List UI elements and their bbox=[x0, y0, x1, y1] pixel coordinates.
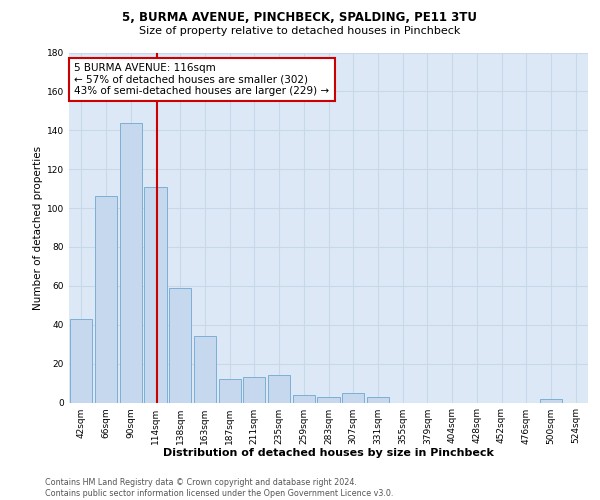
X-axis label: Distribution of detached houses by size in Pinchbeck: Distribution of detached houses by size … bbox=[163, 448, 494, 458]
Bar bbox=[342, 393, 364, 402]
Bar bbox=[218, 379, 241, 402]
Bar bbox=[540, 398, 562, 402]
Text: 5 BURMA AVENUE: 116sqm
← 57% of detached houses are smaller (302)
43% of semi-de: 5 BURMA AVENUE: 116sqm ← 57% of detached… bbox=[74, 63, 329, 96]
Bar bbox=[169, 288, 191, 403]
Bar bbox=[95, 196, 117, 402]
Bar bbox=[243, 377, 265, 402]
Bar bbox=[70, 319, 92, 402]
Text: Size of property relative to detached houses in Pinchbeck: Size of property relative to detached ho… bbox=[139, 26, 461, 36]
Bar bbox=[317, 396, 340, 402]
Bar bbox=[194, 336, 216, 402]
Bar bbox=[145, 186, 167, 402]
Bar bbox=[119, 122, 142, 402]
Y-axis label: Number of detached properties: Number of detached properties bbox=[33, 146, 43, 310]
Text: Contains HM Land Registry data © Crown copyright and database right 2024.
Contai: Contains HM Land Registry data © Crown c… bbox=[45, 478, 394, 498]
Bar bbox=[367, 396, 389, 402]
Bar bbox=[268, 376, 290, 402]
Text: 5, BURMA AVENUE, PINCHBECK, SPALDING, PE11 3TU: 5, BURMA AVENUE, PINCHBECK, SPALDING, PE… bbox=[122, 11, 478, 24]
Bar bbox=[293, 394, 315, 402]
